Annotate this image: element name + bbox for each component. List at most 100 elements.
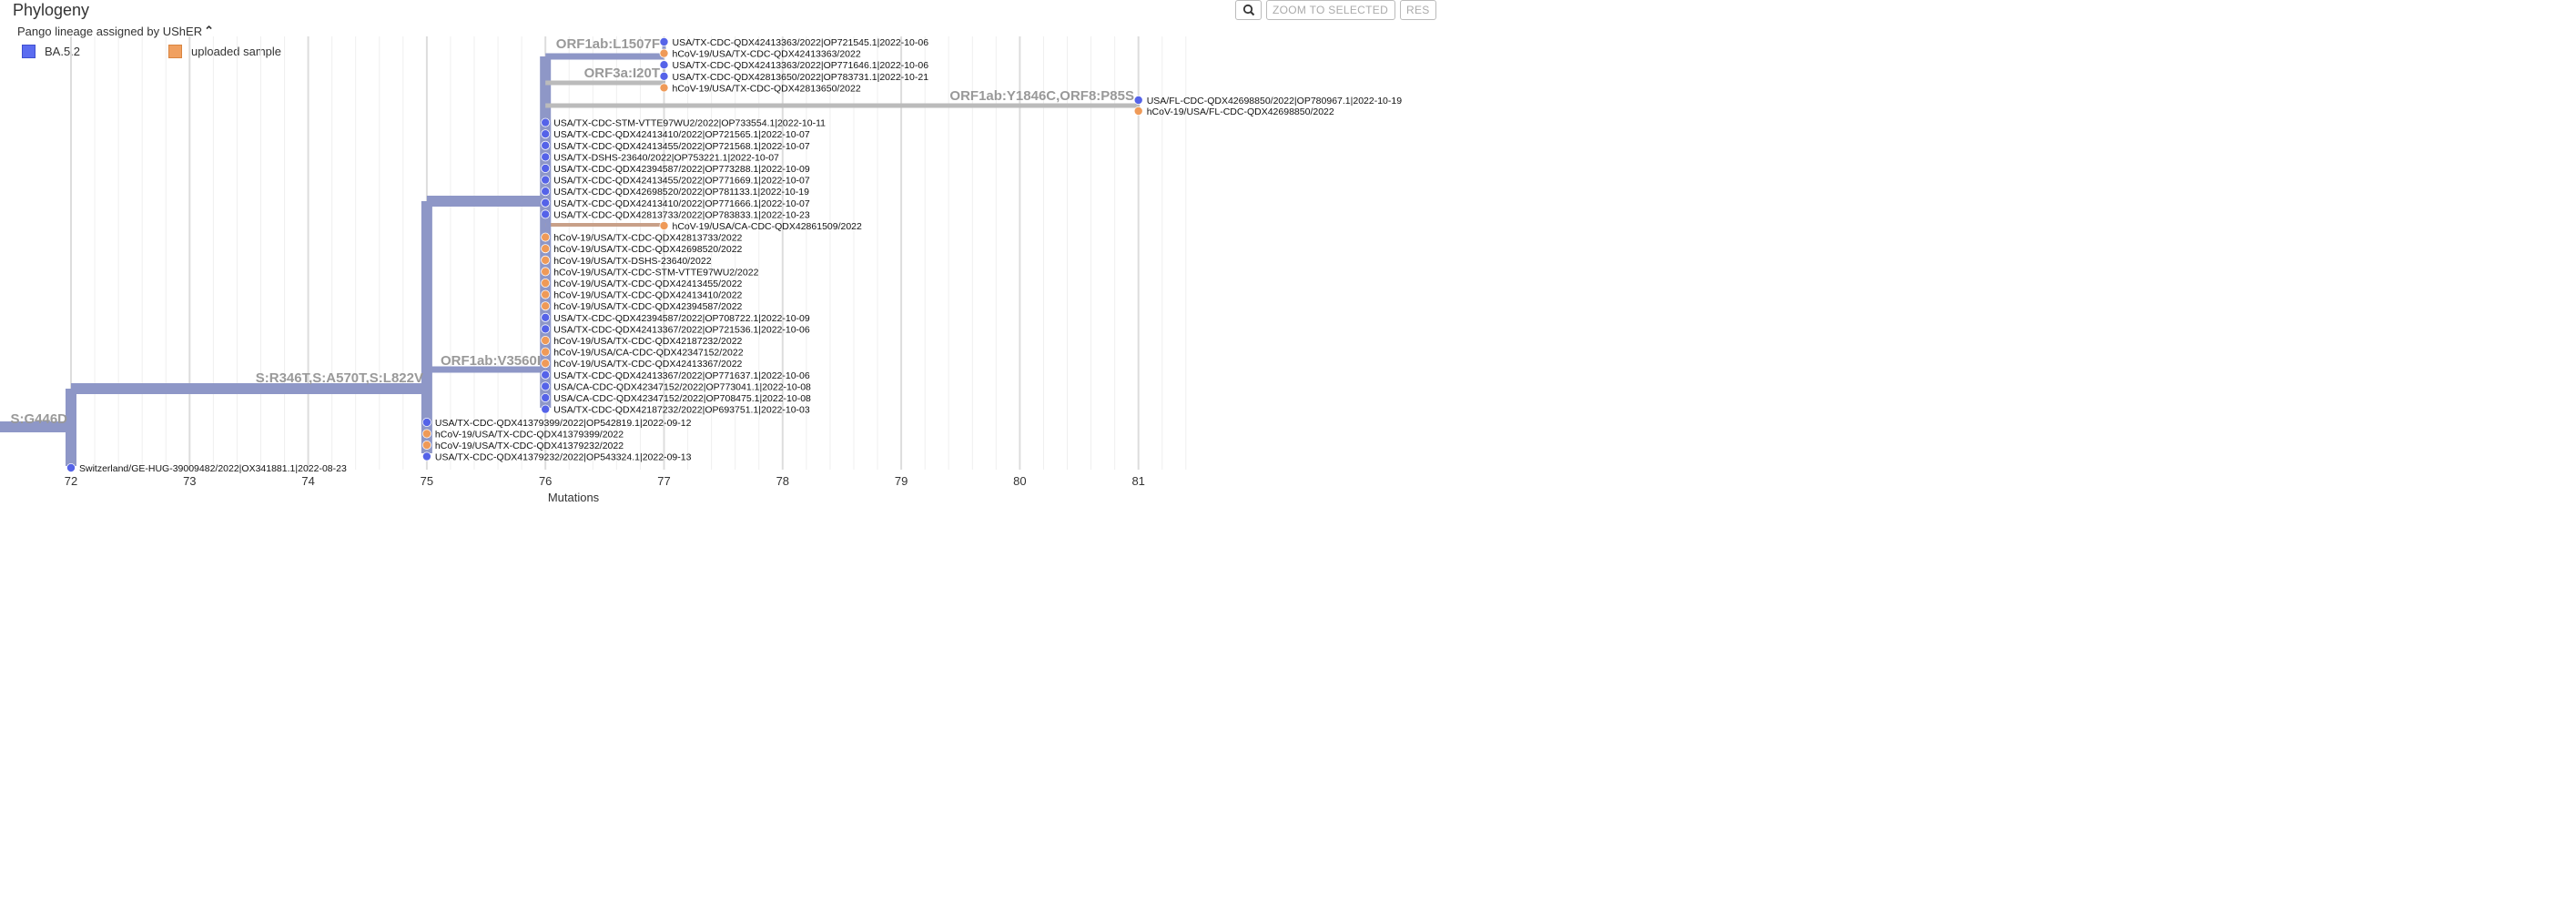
leaf-label: USA/FL-CDC-QDX42698850/2022|OP780967.1|2…	[1147, 96, 1403, 106]
leaf-label: hCoV-19/USA/FL-CDC-QDX42698850/2022	[1147, 106, 1334, 117]
reference-node	[541, 129, 551, 139]
leaf-label: USA/TX-CDC-STM-VTTE97WU2/2022|OP733554.1…	[553, 118, 826, 129]
leaf-label: hCoV-19/USA/TX-CDC-QDX42698520/2022	[553, 244, 742, 255]
uploaded-sample-node	[541, 278, 551, 288]
chevron-up-icon[interactable]: ⌃	[204, 24, 214, 37]
leaf-label: USA/TX-CDC-QDX42413455/2022|OP721568.1|2…	[553, 141, 810, 152]
legend-swatch-ba52	[22, 45, 35, 58]
uploaded-sample-node	[421, 429, 431, 439]
x-tick-label: 79	[895, 474, 908, 488]
leaf-label: hCoV-19/USA/TX-CDC-QDX41379232/2022	[435, 441, 624, 451]
leaf-label: USA/TX-CDC-QDX42413363/2022|OP721545.1|2…	[673, 37, 929, 48]
leaf-label: hCoV-19/USA/TX-CDC-STM-VTTE97WU2/2022	[553, 267, 758, 278]
leaf-label: hCoV-19/USA/TX-CDC-QDX42813650/2022	[673, 83, 861, 94]
legend-swatch-uploaded	[168, 45, 182, 58]
reference-node	[541, 392, 551, 402]
leaf-label: USA/TX-CDC-QDX42413363/2022|OP771646.1|2…	[673, 60, 929, 71]
page-title: Phylogeny	[13, 1, 90, 19]
reference-node	[66, 462, 76, 472]
mutation-label: S:R346T,S:A570T,S:L822V	[256, 370, 423, 386]
x-tick-label: 81	[1131, 474, 1144, 488]
leaf-label: USA/TX-DSHS-23640/2022|OP753221.1|2022-1…	[553, 152, 779, 163]
reference-node	[421, 417, 431, 427]
x-tick-label: 77	[657, 474, 670, 488]
phylogeny-tree: 72 73 74 75 76 77 78 79 80 81 Mutations S:G446D S:R3…	[0, 36, 1403, 504]
uploaded-sample-node	[541, 289, 551, 299]
uploaded-sample-node	[541, 267, 551, 277]
zoom-to-selected-button[interactable]: ZOOM TO SELECTED	[1266, 0, 1395, 20]
uploaded-sample-node	[541, 255, 551, 265]
reference-node	[541, 187, 551, 197]
reference-node	[541, 152, 551, 162]
leaf-label: USA/TX-CDC-QDX42394587/2022|OP708722.1|2…	[553, 313, 810, 324]
leaf-label: USA/CA-CDC-QDX42347152/2022|OP773041.1|2…	[553, 381, 811, 392]
reference-node	[541, 370, 551, 380]
reference-node	[541, 312, 551, 322]
uploaded-sample-node	[541, 359, 551, 369]
reference-node	[541, 324, 551, 334]
leaf-label: hCoV-19/USA/TX-CDC-QDX42187232/2022	[553, 336, 742, 347]
leaf-label: hCoV-19/USA/TX-CDC-QDX42413455/2022	[553, 279, 742, 289]
reference-node	[1133, 96, 1143, 106]
reference-node	[659, 37, 669, 47]
mutation-label: ORF1ab:L1507F	[556, 36, 660, 52]
leaf-label: hCoV-19/USA/TX-CDC-QDX42394587/2022	[553, 301, 742, 312]
mutation-label: ORF1ab:Y1846C,ORF8:P85S	[949, 88, 1134, 104]
lineage-label: Pango lineage assigned by UShER	[17, 24, 203, 38]
reset-button[interactable]: RES	[1400, 0, 1436, 20]
leaf-label: hCoV-19/USA/TX-DSHS-23640/2022	[553, 256, 712, 267]
mutation-label: ORF1ab:V3560I	[441, 353, 541, 369]
reference-node	[541, 117, 551, 127]
magnifier-icon	[1242, 4, 1254, 16]
leaf-label: USA/TX-CDC-QDX42698520/2022|OP781133.1|2…	[553, 187, 809, 198]
leaf-label: hCoV-19/USA/TX-CDC-QDX42413367/2022	[553, 359, 742, 370]
x-tick-label: 75	[421, 474, 433, 488]
leaf-label: hCoV-19/USA/TX-CDC-QDX41379399/2022	[435, 430, 624, 441]
reference-node	[421, 451, 431, 461]
x-tick-label: 78	[776, 474, 789, 488]
leaf-label: USA/TX-CDC-QDX42813650/2022|OP783731.1|2…	[673, 72, 929, 83]
uploaded-sample-node	[659, 220, 669, 230]
uploaded-sample-node	[541, 244, 551, 254]
reference-node	[541, 198, 551, 208]
leaf-label: USA/TX-CDC-QDX41379399/2022|OP542819.1|2…	[435, 418, 692, 429]
leaf-label: USA/TX-CDC-QDX41379232/2022|OP543324.1|2…	[435, 452, 692, 463]
uploaded-sample-node	[659, 83, 669, 93]
x-tick-label: 74	[301, 474, 314, 488]
reference-node	[659, 71, 669, 81]
uploaded-sample-node	[659, 48, 669, 58]
leaf-label: USA/TX-CDC-QDX42413410/2022|OP771666.1|2…	[553, 198, 810, 209]
uploaded-sample-node	[541, 301, 551, 311]
x-tick-label: 76	[539, 474, 552, 488]
leaf-label: USA/TX-CDC-QDX42413455/2022|OP771669.1|2…	[553, 176, 810, 187]
zoom-button[interactable]	[1235, 0, 1262, 20]
reference-node	[541, 404, 551, 414]
x-tick-label: 80	[1013, 474, 1026, 488]
leaf-label: USA/CA-CDC-QDX42347152/2022|OP708475.1|2…	[553, 393, 811, 404]
uploaded-sample-node	[541, 347, 551, 357]
leaf-label: USA/TX-CDC-QDX42813733/2022|OP783833.1|2…	[553, 209, 810, 220]
mutation-label: ORF3a:I20T	[584, 66, 660, 81]
leaf-label: USA/TX-CDC-QDX42413367/2022|OP721536.1|2…	[553, 324, 810, 335]
lineage-selector[interactable]: Pango lineage assigned by UShER ⌃	[17, 24, 214, 38]
leaf-label: Switzerland/GE-HUG-39009482/2022|OX34188…	[79, 463, 347, 474]
uploaded-sample-node	[541, 335, 551, 345]
leaf-label: hCoV-19/USA/TX-CDC-QDX42413363/2022	[673, 49, 861, 60]
reference-node	[541, 163, 551, 173]
reference-node	[659, 60, 669, 70]
uploaded-sample-node	[1133, 106, 1143, 117]
leaf-label: USA/TX-CDC-QDX42413367/2022|OP771637.1|2…	[553, 370, 810, 381]
mutation-label: S:G446D	[10, 411, 67, 427]
leaf-label: hCoV-19/USA/CA-CDC-QDX42347152/2022	[553, 348, 744, 359]
x-tick-label: 72	[65, 474, 77, 488]
leaf-label: hCoV-19/USA/TX-CDC-QDX42413410/2022	[553, 290, 742, 301]
reference-node	[541, 140, 551, 150]
leaf-label: hCoV-19/USA/TX-CDC-QDX42813733/2022	[553, 233, 742, 244]
leaf-label: hCoV-19/USA/CA-CDC-QDX42861509/2022	[673, 221, 863, 232]
uploaded-sample-node	[421, 440, 431, 450]
reference-node	[541, 381, 551, 391]
x-tick-label: 73	[183, 474, 196, 488]
reference-node	[541, 209, 551, 219]
reference-node	[541, 175, 551, 185]
leaf-label: USA/TX-CDC-QDX42413410/2022|OP721565.1|2…	[553, 129, 810, 140]
